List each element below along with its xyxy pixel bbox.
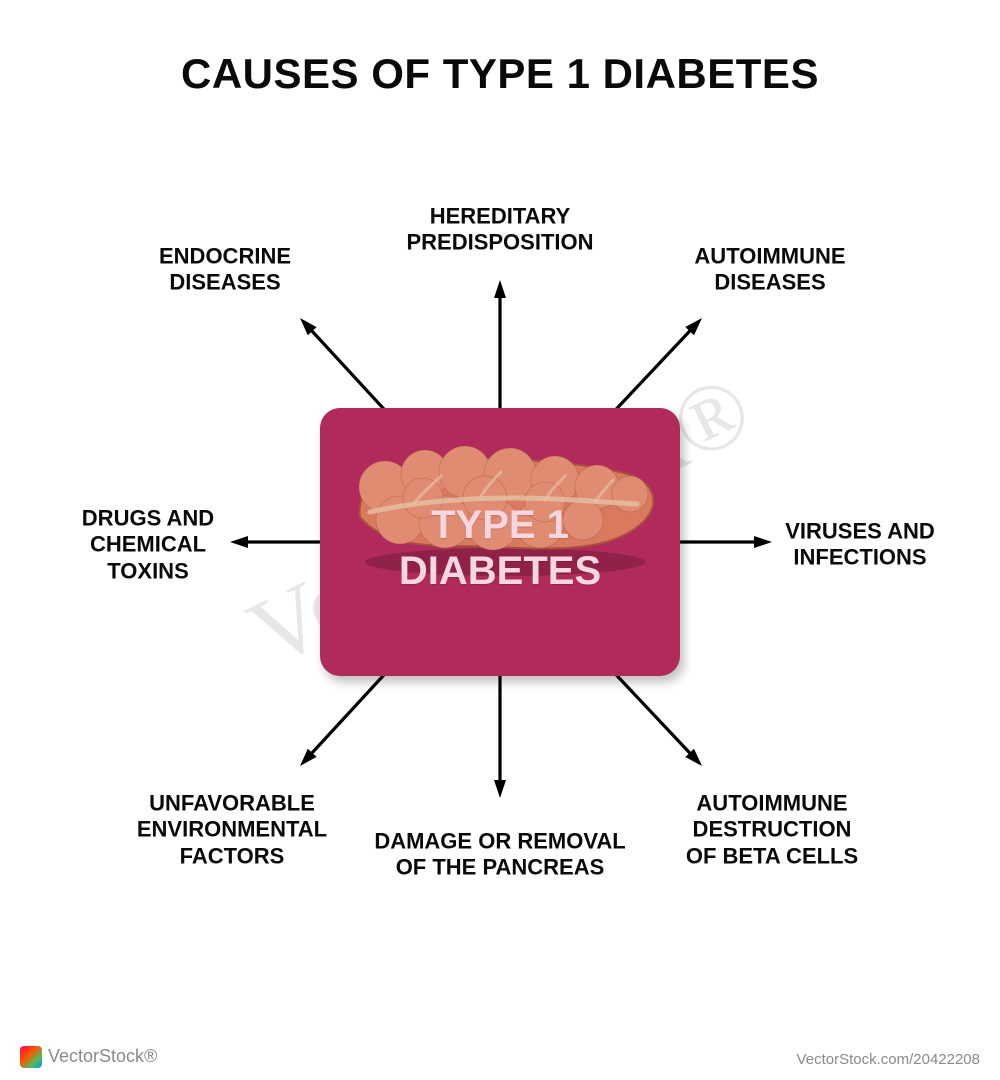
cause-label: HEREDITARY PREDISPOSITION bbox=[406, 204, 593, 257]
page-title: CAUSES OF TYPE 1 DIABETES bbox=[0, 50, 1000, 98]
footer-id: VectorStock.com/20422208 bbox=[797, 1051, 980, 1068]
cause-label: UNFAVORABLE ENVIRONMENTAL FACTORS bbox=[137, 790, 327, 869]
center-label: TYPE 1 DIABETES bbox=[399, 502, 601, 594]
cause-label: AUTOIMMUNE DESTRUCTION OF BETA CELLS bbox=[686, 790, 858, 869]
brand-logo-icon bbox=[20, 1046, 42, 1068]
cause-label: ENDOCRINE DISEASES bbox=[159, 244, 291, 297]
cause-label: DRUGS AND CHEMICAL TOXINS bbox=[82, 505, 214, 584]
cause-label: DAMAGE OR REMOVAL OF THE PANCREAS bbox=[374, 829, 625, 882]
cause-label: VIRUSES AND INFECTIONS bbox=[785, 519, 935, 572]
footer-brand: VectorStock® bbox=[20, 1046, 157, 1068]
cause-label: AUTOIMMUNE DISEASES bbox=[694, 244, 845, 297]
footer-brand-text: VectorStock® bbox=[48, 1046, 157, 1066]
